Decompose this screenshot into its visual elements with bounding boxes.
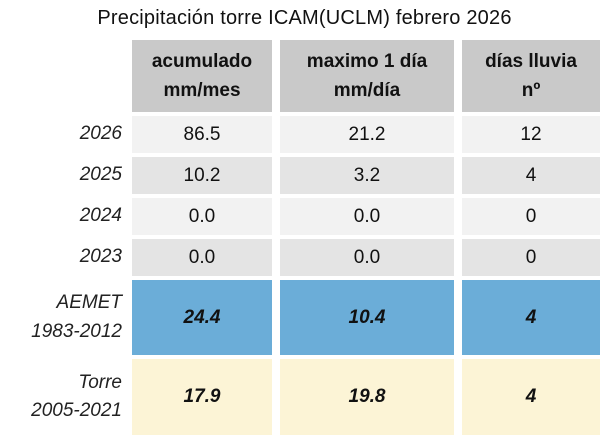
column-unit: nº bbox=[521, 80, 541, 101]
column-label: días lluvia bbox=[485, 50, 577, 72]
table-row-2023: 2023 0.0 0.0 0 bbox=[8, 239, 600, 276]
cell-aemet-dias: 4 bbox=[462, 280, 600, 355]
cell-2025-dias: 4 bbox=[462, 157, 600, 194]
column-header-maximo-1-dia: maximo 1 día mm/día bbox=[280, 40, 454, 112]
table-row-2024: 2024 0.0 0.0 0 bbox=[8, 198, 600, 235]
table-row-2025: 2025 10.2 3.2 4 bbox=[8, 157, 600, 194]
row-label-name: AEMET bbox=[56, 292, 122, 313]
cell-2024-dias: 0 bbox=[462, 198, 600, 235]
table-row-torre: Torre 2005-2021 17.9 19.8 4 bbox=[8, 359, 600, 435]
cell-2025-maximo: 3.2 bbox=[280, 157, 454, 194]
cell-torre-maximo: 19.8 bbox=[280, 359, 454, 435]
corner-cell bbox=[8, 40, 124, 112]
row-label-2025: 2025 bbox=[8, 157, 124, 194]
cell-2026-maximo: 21.2 bbox=[280, 116, 454, 153]
cell-2024-maximo: 0.0 bbox=[280, 198, 454, 235]
row-label-2026: 2026 bbox=[8, 116, 124, 153]
row-label-2024: 2024 bbox=[8, 198, 124, 235]
cell-2025-acumulado: 10.2 bbox=[132, 157, 272, 194]
row-label-torre: Torre 2005-2021 bbox=[8, 359, 124, 435]
row-label-2023: 2023 bbox=[8, 239, 124, 276]
column-label: acumulado bbox=[151, 50, 253, 72]
column-label: maximo 1 día bbox=[306, 50, 428, 72]
page-title: Precipitación torre ICAM(UCLM) febrero 2… bbox=[97, 6, 512, 29]
precipitation-table: acumulado mm/mes maximo 1 día mm/día día… bbox=[0, 36, 608, 439]
cell-aemet-acumulado: 24.4 bbox=[132, 280, 272, 355]
cell-torre-dias: 4 bbox=[462, 359, 600, 435]
column-unit: mm/mes bbox=[163, 80, 241, 101]
cell-2023-acumulado: 0.0 bbox=[132, 239, 272, 276]
header-row: acumulado mm/mes maximo 1 día mm/día día… bbox=[8, 40, 600, 112]
column-header-dias-lluvia: días lluvia nº bbox=[462, 40, 600, 112]
cell-2023-maximo: 0.0 bbox=[280, 239, 454, 276]
row-label-name: Torre bbox=[78, 371, 122, 393]
row-label-period: 1983-2012 bbox=[31, 320, 122, 342]
cell-2023-dias: 0 bbox=[462, 239, 600, 276]
column-header-acumulado: acumulado mm/mes bbox=[132, 40, 272, 112]
row-label-period: 2005-2021 bbox=[31, 400, 122, 421]
table-row-aemet: AEMET 1983-2012 24.4 10.4 4 bbox=[8, 280, 600, 355]
cell-2024-acumulado: 0.0 bbox=[132, 198, 272, 235]
cell-aemet-maximo: 10.4 bbox=[280, 280, 454, 355]
cell-2026-dias: 12 bbox=[462, 116, 600, 153]
table-row-2026: 2026 86.5 21.2 12 bbox=[8, 116, 600, 153]
row-label-aemet: AEMET 1983-2012 bbox=[8, 280, 124, 355]
column-unit: mm/día bbox=[333, 80, 401, 101]
cell-torre-acumulado: 17.9 bbox=[132, 359, 272, 435]
cell-2026-acumulado: 86.5 bbox=[132, 116, 272, 153]
